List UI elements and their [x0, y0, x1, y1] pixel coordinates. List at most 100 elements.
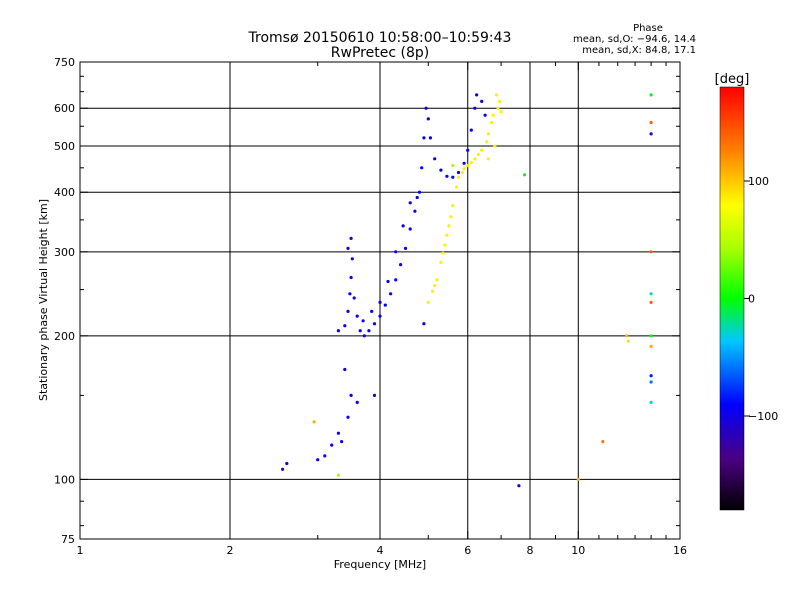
trace-point — [349, 393, 353, 397]
trace-point — [415, 195, 419, 200]
x-tick-label: 2 — [227, 544, 234, 557]
trace-point — [386, 279, 390, 284]
trace-point — [499, 110, 503, 114]
trace-point — [378, 314, 382, 318]
trace-point — [462, 161, 466, 165]
grid-lines — [80, 62, 680, 539]
trace-point — [399, 263, 403, 267]
trace-point — [466, 163, 470, 168]
trace-point — [435, 278, 439, 282]
trace-point — [475, 93, 479, 97]
trace-point — [439, 168, 443, 172]
chart-title: Tromsø 20150610 10:58:00–10:59:43 — [248, 30, 512, 46]
trace-point — [370, 309, 374, 313]
trace-point — [330, 443, 334, 447]
colorbar-tick-label: 0 — [748, 293, 755, 306]
trace-point — [401, 224, 405, 228]
trace-point — [626, 339, 630, 343]
trace-point — [433, 283, 437, 288]
trace-point — [490, 120, 494, 125]
trace-point — [349, 275, 353, 280]
trace-point — [445, 174, 449, 178]
trace-point — [451, 204, 455, 208]
x-tick-label: 1 — [77, 544, 84, 557]
trace-point — [451, 175, 455, 179]
trace-point — [336, 431, 340, 435]
trace-point — [285, 461, 289, 466]
trace-point — [494, 93, 498, 97]
y-tick-label: 100 — [54, 473, 75, 486]
trace-point — [403, 246, 408, 250]
y-ticks: 75 100 200 300 400 500 600 750 — [54, 56, 680, 546]
trace-point — [433, 157, 437, 161]
trace-point — [649, 292, 653, 296]
trace-point — [372, 393, 377, 397]
trace-point — [408, 227, 412, 231]
y-tick-label: 300 — [54, 246, 75, 259]
x-tick-label: 8 — [527, 544, 534, 557]
trace-point — [649, 250, 653, 254]
trace-point — [372, 322, 377, 326]
trace-point — [378, 300, 382, 304]
trace-point — [443, 243, 447, 247]
x-axis-label: Frequency [MHz] — [334, 558, 426, 571]
trace-point — [486, 132, 490, 136]
trace-point — [358, 329, 362, 333]
trace-point — [447, 224, 451, 228]
phase-stats-x: mean, sd,X: 84.8, 17.1 — [582, 45, 696, 56]
trace-point — [431, 289, 435, 293]
trace-point — [649, 334, 653, 338]
y-tick-label: 750 — [54, 56, 75, 69]
trace-point — [473, 157, 477, 161]
trace-point — [355, 314, 359, 318]
trace-point — [498, 99, 502, 103]
trace-point — [486, 157, 490, 161]
trace-point — [445, 233, 449, 237]
trace-point — [343, 367, 347, 372]
trace-point — [383, 303, 387, 307]
trace-point — [439, 260, 443, 264]
trace-point — [491, 113, 495, 117]
trace-point — [428, 136, 432, 140]
trace-point — [649, 400, 653, 404]
trace-point — [466, 148, 470, 152]
colorbar — [719, 86, 745, 511]
trace-point — [649, 93, 653, 97]
trace-point — [601, 440, 605, 444]
trace-point — [649, 374, 653, 378]
trace-point — [625, 334, 629, 338]
trace-point — [346, 246, 350, 250]
trace-point — [469, 128, 473, 132]
trace-point — [649, 132, 653, 136]
trace-point — [417, 190, 422, 194]
y-tick-label: 75 — [61, 533, 75, 546]
x-tick-label: 16 — [673, 544, 687, 557]
trace-point — [455, 185, 459, 189]
x-tick-label: 6 — [464, 544, 471, 557]
phase-stats-o: mean, sd,O: −94.6, 14.4 — [573, 34, 696, 45]
trace-point — [449, 215, 453, 219]
trace-point — [496, 106, 500, 110]
trace-points — [281, 93, 653, 488]
trace-point — [517, 484, 521, 488]
colorbar-tick-label: −100 — [748, 410, 778, 423]
trace-point — [420, 166, 424, 170]
trace-point — [323, 454, 327, 458]
trace-point — [408, 201, 412, 205]
y-axis-label: Stationary phase Virtual Height [km] — [37, 199, 50, 401]
trace-point — [451, 163, 455, 168]
phase-stats-heading: Phase — [633, 23, 663, 34]
x-tick-label: 10 — [571, 544, 585, 557]
colorbar-tick-label: 100 — [748, 175, 769, 188]
trace-point — [424, 106, 428, 110]
trace-point — [649, 300, 653, 304]
trace-point — [367, 329, 371, 333]
trace-point — [649, 344, 653, 348]
trace-point — [522, 173, 527, 177]
trace-point — [346, 309, 350, 313]
y-tick-label: 400 — [54, 186, 75, 199]
x-ticks: 1 2 4 6 8 10 16 — [77, 62, 687, 557]
trace-point — [361, 319, 365, 323]
